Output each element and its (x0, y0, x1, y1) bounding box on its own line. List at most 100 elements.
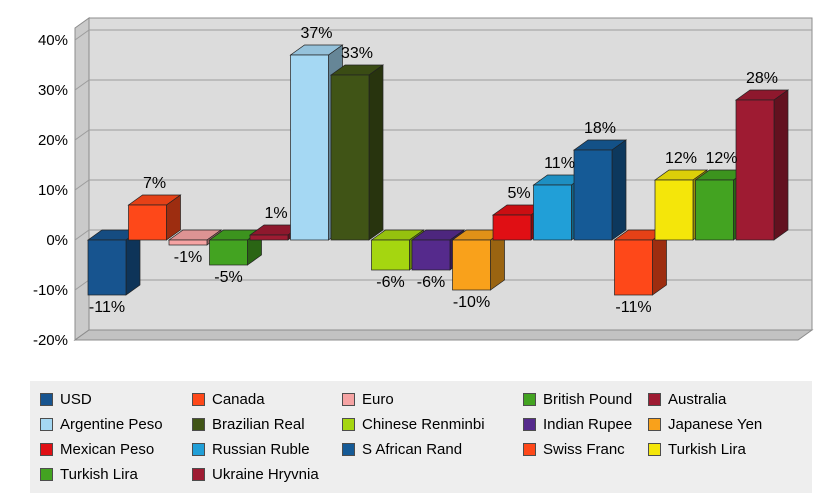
bar-value-label: -11% (615, 299, 651, 316)
legend-item-chinese-renminbi-7: Chinese Renminbi (342, 414, 523, 436)
bar-front-face (534, 185, 572, 240)
bar-front-face (696, 180, 734, 240)
bar-front-face (88, 240, 126, 295)
bar-front-face (615, 240, 653, 295)
bar-front-face (129, 205, 167, 240)
y-axis-tick-label: 0% (46, 232, 68, 249)
legend-swatch (648, 418, 661, 431)
legend-label: Canada (212, 391, 265, 408)
bar-side-face (612, 140, 626, 240)
legend-label: Argentine Peso (60, 416, 163, 433)
bar-front-face (169, 240, 207, 245)
bar-value-label: 1% (264, 205, 287, 222)
legend-label: Swiss Franc (543, 441, 625, 458)
legend-swatch (342, 443, 355, 456)
legend-item-s-african-rand-12: S African Rand (342, 439, 523, 461)
legend-label: Chinese Renminbi (362, 416, 485, 433)
legend-label: USD (60, 391, 92, 408)
legend-swatch (648, 393, 661, 406)
legend-item-brazilian-real-6: Brazilian Real (192, 414, 342, 436)
legend-swatch (342, 393, 355, 406)
legend-item-british-pound-3: British Pound (523, 389, 648, 411)
plot-floor (75, 330, 812, 340)
bar-value-label: -6% (376, 274, 404, 291)
bar-front-face (493, 215, 531, 240)
bar-ukraine-hryvnia-16 (736, 90, 788, 240)
legend-label: Russian Ruble (212, 441, 310, 458)
bar-front-face (210, 240, 248, 265)
bar-front-face (655, 180, 693, 240)
legend-item-japanese-yen-9: Japanese Yen (648, 414, 812, 436)
currency-change-3d-bar-chart: 40%30%20%10%0%-10%-20%-11%7%-1%-5%1%37%3… (0, 0, 834, 376)
bar-value-label: 28% (746, 70, 778, 87)
legend-swatch (648, 443, 661, 456)
bar-value-label: -6% (417, 274, 445, 291)
bar-front-face (453, 240, 491, 290)
bar-value-label: 12% (705, 150, 737, 167)
chart-legend: USD Canada Euro British Pound Australia Argen… (30, 381, 812, 493)
bar-value-label: -1% (174, 249, 202, 266)
bar-front-face (372, 240, 410, 270)
legend-swatch (523, 393, 536, 406)
bar-value-label: 12% (665, 150, 697, 167)
bar-value-label: -5% (214, 269, 242, 286)
plot-left-wall (75, 18, 89, 340)
bar-front-face (291, 55, 329, 240)
legend-label: Mexican Peso (60, 441, 154, 458)
y-axis-tick-label: 30% (38, 82, 68, 99)
bar-s-african-rand-12 (574, 140, 626, 240)
legend-swatch (40, 443, 53, 456)
y-axis-tick-label: -20% (33, 332, 68, 349)
bar-value-label: 37% (300, 25, 332, 42)
bar-chart-canvas: 40%30%20%10%0%-10%-20%-11%7%-1%-5%1%37%3… (0, 0, 834, 376)
legend-item-swiss-franc-13: Swiss Franc (523, 439, 648, 461)
bar-value-label: 11% (544, 155, 575, 172)
legend-swatch (40, 468, 53, 481)
legend-label: Euro (362, 391, 394, 408)
legend-label: Indian Rupee (543, 416, 632, 433)
legend-swatch (40, 393, 53, 406)
legend-item-turkish-lira-14: Turkish Lira (648, 439, 812, 461)
bar-value-label: -10% (453, 294, 490, 311)
legend-item-australia-4: Australia (648, 389, 812, 411)
bar-canada-1 (129, 195, 181, 240)
legend-item-indian-rupee-8: Indian Rupee (523, 414, 648, 436)
legend-swatch (523, 418, 536, 431)
legend-label: British Pound (543, 391, 632, 408)
legend-item-ukraine-hryvnia-16: Ukraine Hryvnia (192, 464, 342, 486)
bar-value-label: 7% (143, 175, 166, 192)
legend-swatch (192, 468, 205, 481)
bar-value-label: 33% (341, 45, 373, 62)
bar-side-face (774, 90, 788, 240)
legend-label: Turkish Lira (668, 441, 746, 458)
legend-label: Turkish Lira (60, 466, 138, 483)
legend-label: Australia (668, 391, 726, 408)
legend-swatch (192, 393, 205, 406)
legend-item-turkish-lira-15: Turkish Lira (40, 464, 192, 486)
legend-label: Japanese Yen (668, 416, 762, 433)
bar-brazilian-real-6 (331, 65, 383, 240)
bar-value-label: -11% (89, 299, 125, 316)
y-axis-tick-label: 40% (38, 32, 68, 49)
bar-value-label: 18% (584, 120, 616, 137)
legend-item-euro-2: Euro (342, 389, 523, 411)
legend-swatch (192, 443, 205, 456)
bar-front-face (250, 235, 288, 240)
bar-front-face (736, 100, 774, 240)
legend-swatch (342, 418, 355, 431)
bar-front-face (412, 240, 450, 270)
legend-item-canada-1: Canada (192, 389, 342, 411)
y-axis-tick-label: 10% (38, 182, 68, 199)
legend-swatch (523, 443, 536, 456)
legend-swatch (40, 418, 53, 431)
legend-item-usd-0: USD (40, 389, 192, 411)
legend-item-mexican-peso-10: Mexican Peso (40, 439, 192, 461)
bar-front-face (331, 75, 369, 240)
legend-label: Ukraine Hryvnia (212, 466, 319, 483)
legend-item-argentine-peso-5: Argentine Peso (40, 414, 192, 436)
legend-item-russian-ruble-11: Russian Ruble (192, 439, 342, 461)
legend-swatch (192, 418, 205, 431)
bar-front-face (574, 150, 612, 240)
bar-side-face (369, 65, 383, 240)
bar-value-label: 5% (507, 185, 530, 202)
